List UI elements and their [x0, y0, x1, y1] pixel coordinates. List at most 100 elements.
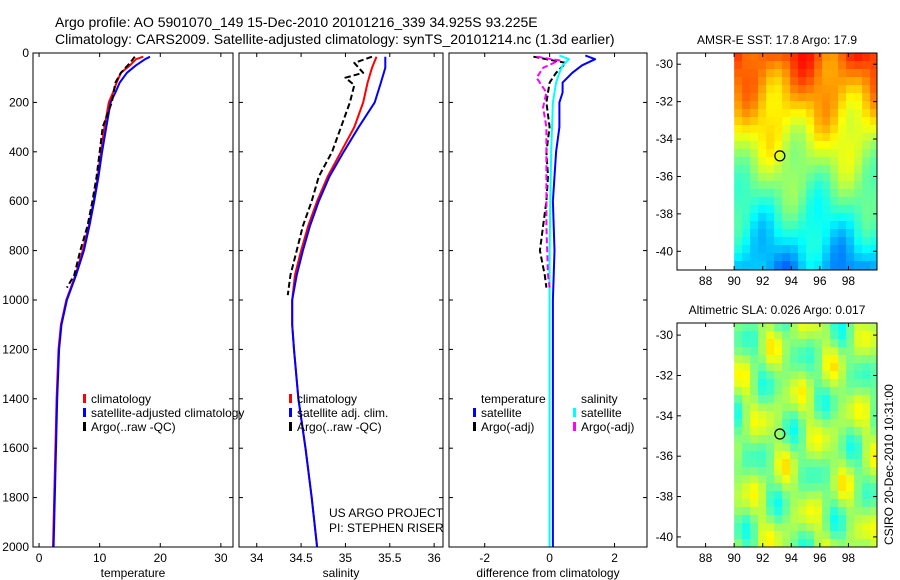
map-cell	[830, 77, 839, 86]
map-cell	[862, 331, 871, 340]
map-cell	[838, 69, 847, 78]
map-cell	[870, 125, 878, 134]
map-cell	[838, 467, 847, 476]
map-cell	[734, 443, 743, 452]
map-cell	[814, 491, 823, 500]
map-cell	[822, 229, 831, 238]
map-cell	[806, 189, 815, 198]
map-y-tick-label: -40	[656, 530, 674, 544]
map-cell	[806, 435, 815, 444]
map-cell	[742, 109, 751, 118]
map-cell	[870, 117, 878, 126]
map-cell	[734, 261, 743, 270]
map-cell	[846, 411, 855, 420]
map-cell	[742, 459, 751, 468]
map-cell	[782, 507, 791, 516]
map-cell	[830, 411, 839, 420]
legend-swatch	[473, 408, 476, 417]
depth-tick-label: 400	[9, 145, 29, 159]
map-cell	[758, 499, 767, 508]
map-cell	[790, 323, 799, 332]
map-cell	[758, 253, 767, 262]
map-cell	[734, 539, 743, 548]
map-cell	[822, 483, 831, 492]
depth-tick-label: 800	[9, 244, 29, 258]
map-cell	[774, 93, 783, 102]
map-cell	[798, 339, 807, 348]
map-cell	[742, 197, 751, 206]
map-cell	[774, 125, 783, 134]
map-cell	[854, 61, 863, 70]
map-cell	[758, 157, 767, 166]
map-cell	[830, 531, 839, 540]
map-cell	[798, 451, 807, 460]
map-cell	[798, 141, 807, 150]
x-tick-label: 35	[339, 551, 353, 565]
map-cell	[750, 387, 759, 396]
map-cell	[814, 189, 823, 198]
map-cell	[870, 419, 878, 428]
map-cell	[782, 53, 791, 62]
map-cell	[758, 379, 767, 388]
map-cell	[782, 93, 791, 102]
map-cell	[822, 253, 831, 262]
map-cell	[758, 205, 767, 214]
map-cell	[782, 443, 791, 452]
map-cell	[806, 93, 815, 102]
map-cell	[742, 69, 751, 78]
map-cell	[790, 443, 799, 452]
map-cell	[798, 331, 807, 340]
map-cell	[862, 435, 871, 444]
map-cell	[782, 331, 791, 340]
map-cell	[798, 245, 807, 254]
map-cell	[734, 149, 743, 158]
map-cell	[806, 221, 815, 230]
map-cell	[790, 499, 799, 508]
map-cell	[790, 459, 799, 468]
map-cell	[838, 101, 847, 110]
map-cell	[742, 85, 751, 94]
map-cell	[814, 475, 823, 484]
map-cell	[734, 331, 743, 340]
map-cell	[846, 483, 855, 492]
x-axis-label: difference from climatology	[476, 566, 619, 580]
map-cell	[862, 411, 871, 420]
map-cell	[734, 427, 743, 436]
map-frame	[676, 322, 878, 548]
map-cell	[814, 419, 823, 428]
x-tick-label: -2	[479, 551, 490, 565]
map-cell	[734, 77, 743, 86]
map-cell	[854, 117, 863, 126]
map-cell	[870, 157, 878, 166]
map-cell	[814, 483, 823, 492]
map-cell	[870, 261, 878, 270]
map-cell	[766, 323, 775, 332]
map-cell	[774, 395, 783, 404]
map-cell	[758, 515, 767, 524]
map-cell	[734, 467, 743, 476]
map-cell	[774, 379, 783, 388]
map-cell	[846, 363, 855, 372]
map-cell	[822, 539, 831, 548]
map-cell	[798, 189, 807, 198]
map-cell	[838, 531, 847, 540]
map-cell	[814, 173, 823, 182]
map-cell	[822, 347, 831, 356]
map-cell	[830, 363, 839, 372]
map-cell	[782, 253, 791, 262]
map-cell	[790, 245, 799, 254]
map-cell	[814, 61, 823, 70]
map-cell	[814, 451, 823, 460]
map-cell	[814, 411, 823, 420]
map-cell	[742, 435, 751, 444]
map-x-tick-label: 92	[756, 551, 770, 565]
map-cell	[742, 539, 751, 548]
map-cell	[798, 53, 807, 62]
map-cell	[814, 387, 823, 396]
map-cell	[854, 323, 863, 332]
map-cell	[862, 363, 871, 372]
map-cell	[774, 85, 783, 94]
profile-panel-salinity: 34 34.5 35 35.5 36 salinity climatologysatelli…	[238, 52, 444, 580]
map-cell	[742, 427, 751, 436]
